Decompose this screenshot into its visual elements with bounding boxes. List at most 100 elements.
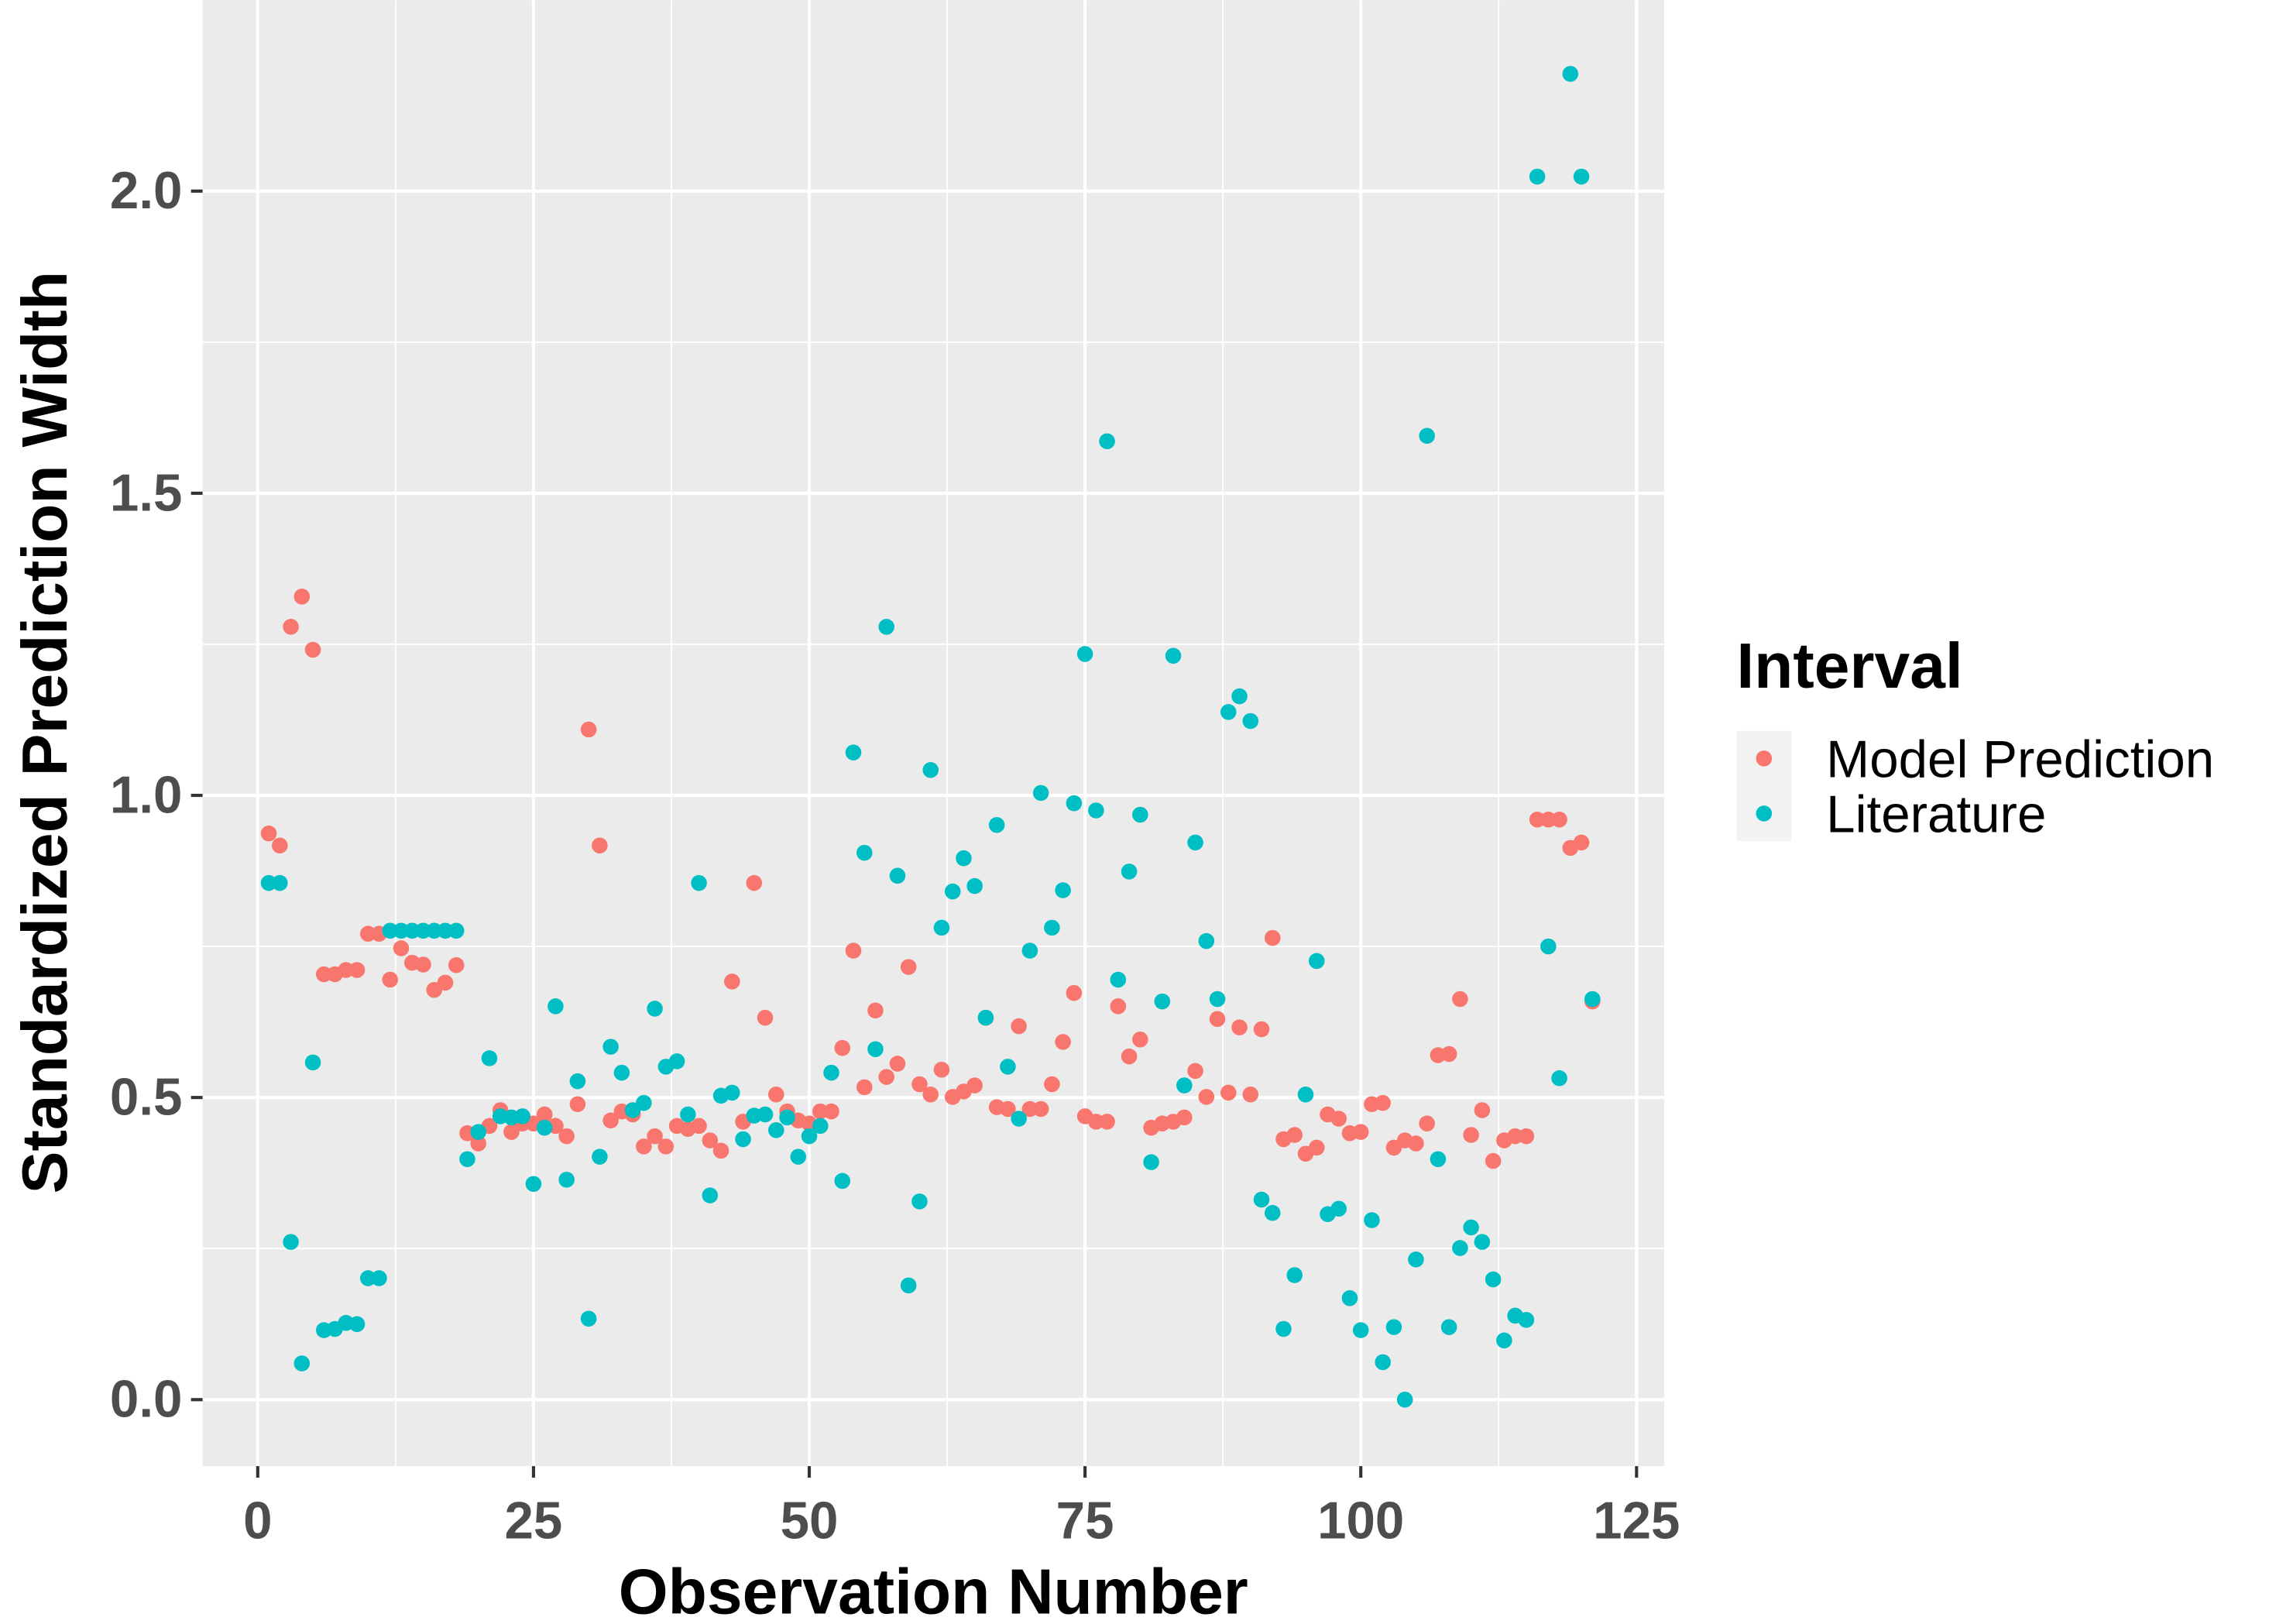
point — [1419, 1115, 1435, 1131]
point — [668, 1053, 685, 1070]
point — [569, 1073, 586, 1090]
point — [1110, 971, 1127, 988]
point — [746, 874, 763, 891]
x-tick-label: 25 — [505, 1492, 563, 1550]
point — [1264, 1204, 1281, 1221]
point — [1032, 1100, 1049, 1118]
point — [1430, 1151, 1447, 1168]
point — [338, 962, 355, 978]
point — [613, 1064, 630, 1081]
point — [1440, 1319, 1457, 1335]
point — [768, 1086, 784, 1103]
point — [580, 721, 597, 738]
point — [1551, 811, 1567, 828]
point — [1330, 1111, 1347, 1127]
point — [1187, 1063, 1203, 1080]
point — [1032, 785, 1049, 802]
point — [1573, 168, 1590, 185]
point — [1231, 688, 1248, 705]
point — [1540, 938, 1557, 955]
point — [1066, 795, 1083, 812]
point — [1099, 1114, 1115, 1130]
point — [1440, 1045, 1457, 1063]
point — [911, 1193, 928, 1210]
point — [1485, 1271, 1502, 1288]
point — [900, 1277, 917, 1294]
point — [900, 959, 917, 975]
point — [1000, 1059, 1016, 1075]
point — [1286, 1267, 1303, 1283]
point — [415, 922, 431, 939]
point — [525, 1176, 542, 1193]
y-tick-label: 2.0 — [110, 162, 183, 220]
point — [602, 1039, 619, 1055]
point — [823, 1103, 839, 1120]
point — [1253, 1191, 1270, 1208]
point — [1076, 646, 1093, 662]
point — [691, 1118, 707, 1135]
point — [812, 1118, 829, 1135]
point — [1529, 168, 1546, 185]
point — [1021, 942, 1038, 959]
point — [1375, 1094, 1391, 1111]
legend-symbol — [1756, 805, 1773, 822]
point — [1121, 1048, 1138, 1065]
axes: 0 25 50 75 100 125 0.0 0.5 1.0 1.5 2.0 — [110, 162, 1680, 1550]
point — [1364, 1212, 1380, 1228]
point — [966, 877, 983, 894]
point — [1264, 929, 1281, 946]
point — [470, 1135, 486, 1152]
point — [1044, 1076, 1060, 1093]
point — [558, 1128, 575, 1145]
point — [580, 1310, 597, 1327]
point — [1297, 1086, 1314, 1103]
point — [1242, 712, 1259, 730]
point — [260, 825, 277, 842]
point — [988, 816, 1005, 833]
point — [1396, 1392, 1413, 1408]
point — [647, 1128, 663, 1145]
point — [845, 942, 862, 959]
point — [933, 1061, 950, 1078]
point — [1474, 1102, 1491, 1118]
point — [845, 744, 862, 760]
point — [415, 956, 431, 973]
point — [1099, 433, 1115, 450]
point — [966, 1077, 983, 1094]
point — [1551, 1070, 1567, 1087]
point — [779, 1109, 795, 1126]
point — [1352, 1322, 1369, 1338]
point — [757, 1106, 774, 1123]
point — [977, 1009, 994, 1026]
point — [569, 1096, 586, 1113]
point — [1540, 811, 1557, 828]
x-tick-label: 100 — [1317, 1492, 1404, 1550]
point — [647, 1001, 663, 1017]
y-axis-title: Standardized Prediction Width — [10, 271, 81, 1193]
point — [768, 1122, 784, 1138]
point — [1330, 1200, 1347, 1217]
point — [393, 940, 410, 956]
point — [1220, 1084, 1237, 1101]
point — [371, 1270, 387, 1286]
point — [260, 874, 277, 891]
point — [283, 619, 299, 635]
point — [1165, 647, 1182, 664]
point — [922, 761, 939, 778]
point — [426, 922, 443, 939]
point — [1110, 998, 1127, 1015]
points — [260, 66, 1601, 1408]
point — [712, 1142, 729, 1159]
point — [382, 922, 399, 939]
point — [702, 1187, 719, 1203]
point — [1341, 1289, 1358, 1306]
point — [1021, 1100, 1038, 1118]
point — [1452, 991, 1468, 1008]
point — [1176, 1077, 1193, 1094]
point — [1463, 1219, 1479, 1236]
panel — [202, 0, 1664, 1467]
point — [592, 1148, 608, 1165]
point — [856, 844, 873, 861]
point — [503, 1124, 520, 1140]
